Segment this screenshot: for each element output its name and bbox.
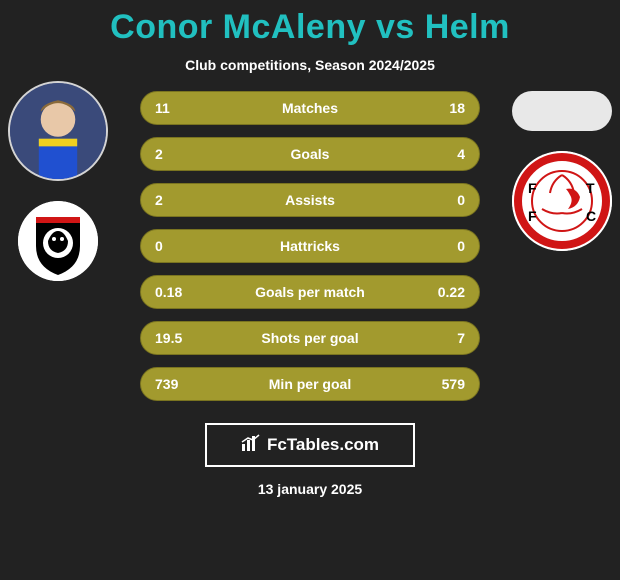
chart-icon xyxy=(241,434,261,457)
stat-row: 19.5 Shots per goal 7 xyxy=(140,321,480,355)
stat-label: Matches xyxy=(205,100,415,116)
date-text: 13 january 2025 xyxy=(0,481,620,497)
stat-left-value: 2 xyxy=(155,146,205,162)
stat-row: 2 Goals 4 xyxy=(140,137,480,171)
right-column: F T F C xyxy=(512,91,612,251)
stat-row: 0.18 Goals per match 0.22 xyxy=(140,275,480,309)
page-title: Conor McAleny vs Helm xyxy=(0,0,620,47)
comparison-content: F T F C 11 Matches 18 2 Goals 4 2 Assist… xyxy=(0,91,620,497)
stat-row: 739 Min per goal 579 xyxy=(140,367,480,401)
svg-text:C: C xyxy=(586,208,596,224)
left-column xyxy=(8,81,108,281)
subtitle: Club competitions, Season 2024/2025 xyxy=(0,57,620,73)
stat-label: Hattricks xyxy=(205,238,415,254)
stat-right-value: 0.22 xyxy=(415,284,465,300)
stat-left-value: 19.5 xyxy=(155,330,205,346)
stat-right-value: 4 xyxy=(415,146,465,162)
stat-left-value: 0 xyxy=(155,238,205,254)
stat-left-value: 2 xyxy=(155,192,205,208)
stat-right-value: 0 xyxy=(415,238,465,254)
svg-text:T: T xyxy=(586,180,595,196)
stat-row: 0 Hattricks 0 xyxy=(140,229,480,263)
right-player-avatar xyxy=(512,91,612,131)
brand-box: FcTables.com xyxy=(205,423,415,467)
svg-text:F: F xyxy=(528,180,537,196)
stat-label: Goals xyxy=(205,146,415,162)
left-player-avatar xyxy=(8,81,108,181)
stat-label: Assists xyxy=(205,192,415,208)
stat-right-value: 18 xyxy=(415,100,465,116)
stat-label: Goals per match xyxy=(205,284,415,300)
stats-list: 11 Matches 18 2 Goals 4 2 Assists 0 0 Ha… xyxy=(140,91,480,401)
stat-left-value: 739 xyxy=(155,376,205,392)
stat-right-value: 7 xyxy=(415,330,465,346)
stat-label: Shots per goal xyxy=(205,330,415,346)
right-club-badge: F T F C xyxy=(512,151,612,251)
left-club-badge xyxy=(18,201,98,281)
stat-right-value: 0 xyxy=(415,192,465,208)
stat-label: Min per goal xyxy=(205,376,415,392)
stat-row: 2 Assists 0 xyxy=(140,183,480,217)
stat-left-value: 0.18 xyxy=(155,284,205,300)
stat-right-value: 579 xyxy=(415,376,465,392)
brand-text: FcTables.com xyxy=(267,435,379,455)
stat-left-value: 11 xyxy=(155,100,205,116)
svg-text:F: F xyxy=(528,208,537,224)
stat-row: 11 Matches 18 xyxy=(140,91,480,125)
